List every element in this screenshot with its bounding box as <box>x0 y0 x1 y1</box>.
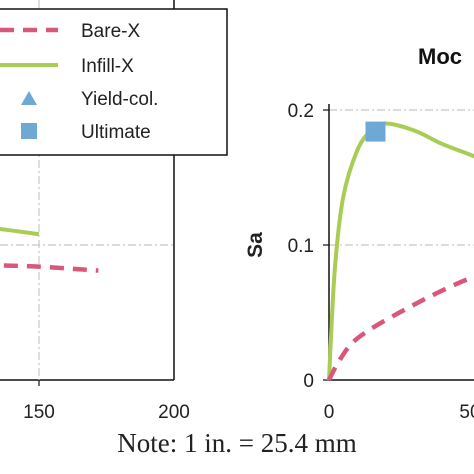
left-panel: 150 200 <box>0 0 190 423</box>
right-series-infill-x <box>327 121 474 381</box>
legend-swatch-yield-col <box>21 91 37 105</box>
left-x-tick-200: 200 <box>158 402 190 423</box>
right-y-axis-label: Sa <box>244 232 267 258</box>
legend-box <box>0 8 228 156</box>
left-series-bare-x <box>0 263 99 273</box>
legend-label-infill-x: Infill-X <box>81 56 134 77</box>
right-panel-title: Moc <box>418 44 462 69</box>
legend-label-bare-x: Bare-X <box>81 21 140 42</box>
left-x-tick-150: 150 <box>23 402 55 423</box>
right-x-tick-0: 0 <box>324 402 335 423</box>
right-y-tick-0: 0 <box>303 371 314 392</box>
right-y-tick-0.1: 0.1 <box>288 236 314 257</box>
right-marker-ultimate <box>365 121 386 142</box>
legend-label-ultimate: Ultimate <box>81 122 151 143</box>
note-text: Note: 1 in. = 25.4 mm <box>117 428 357 458</box>
right-panel: Moc 0.2 0.1 0 Sa 0 50 <box>244 44 474 423</box>
left-series-infill-x <box>0 226 40 237</box>
legend-swatch-ultimate <box>21 123 37 139</box>
legend-label-yield-col: Yield-col. <box>81 89 158 110</box>
right-series-bare-x <box>326 274 474 382</box>
right-x-tick-50: 50 <box>459 402 474 423</box>
legend: Bare-X Infill-X Yield-col. Ultimate <box>0 8 228 156</box>
right-y-tick-0.2: 0.2 <box>288 101 314 122</box>
